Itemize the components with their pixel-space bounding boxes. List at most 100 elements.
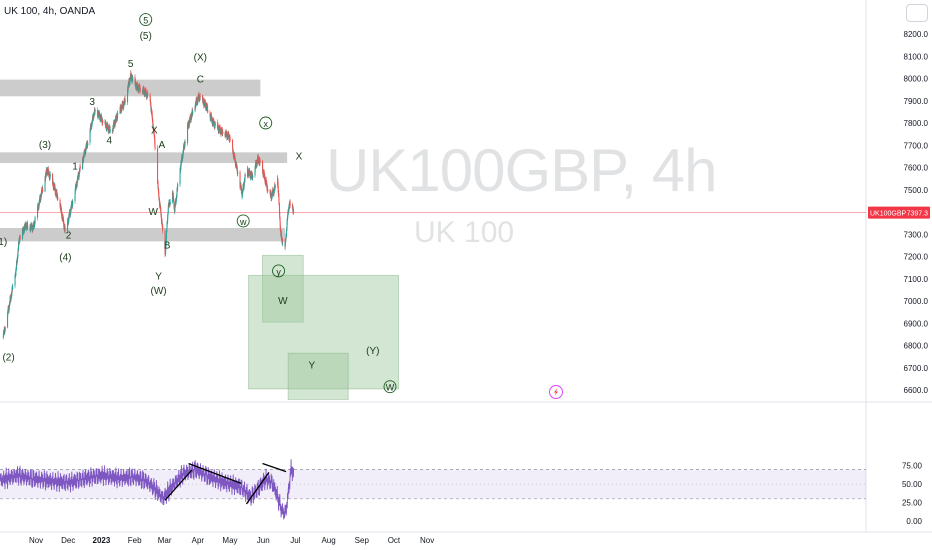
candle-body	[263, 172, 265, 176]
candle-body	[264, 177, 266, 182]
candle-body	[15, 268, 17, 274]
candle-body	[197, 96, 199, 101]
wave-label-circle	[259, 116, 273, 130]
candle-body	[42, 189, 44, 192]
last-price-tag	[868, 206, 930, 219]
wave-label: X	[296, 151, 303, 162]
candle-body	[91, 122, 93, 127]
time-tick-label: Jun	[257, 536, 270, 545]
candle-body	[15, 264, 18, 269]
wave-label: (4)	[59, 253, 71, 264]
price-tick-label: 6600.0	[904, 386, 929, 395]
candle-body	[64, 226, 66, 231]
price-tick-label: 7100.0	[904, 275, 929, 284]
candle-body	[124, 98, 126, 101]
candle-body	[207, 109, 209, 113]
candle-body	[131, 76, 133, 80]
candle-body	[175, 197, 177, 202]
candle-body	[231, 139, 234, 148]
candle-body	[162, 225, 164, 231]
rsi-tick-label: 0.00	[906, 517, 922, 526]
candle-body	[180, 163, 182, 168]
chart-menu-button[interactable]	[906, 4, 928, 22]
wave-label: 3	[89, 97, 95, 108]
price-tick-label: 7600.0	[904, 164, 929, 173]
price-tick-label: 7800.0	[904, 119, 929, 128]
price-tick-label: 7000.0	[904, 297, 929, 306]
price-tick-label: 8200.0	[904, 30, 929, 39]
candle-body	[51, 173, 54, 183]
wave-label: 2	[66, 230, 72, 241]
price-tick-label: 8000.0	[904, 75, 929, 84]
wave-label: W	[148, 207, 158, 218]
candle-body	[60, 206, 62, 212]
rsi-trend-line	[245, 471, 270, 505]
candle-body	[192, 111, 194, 114]
candle-body	[285, 231, 288, 237]
price-tick-label: 7700.0	[904, 141, 929, 150]
candle-body	[239, 172, 241, 188]
candle-body	[274, 184, 276, 188]
wave-label: X	[151, 126, 158, 137]
rsi-tick-label: 25.00	[902, 499, 923, 508]
zone-grey-2	[0, 228, 285, 242]
price-tick-label: 7500.0	[904, 186, 929, 195]
wave-label-circle	[139, 13, 153, 26]
candle-body	[289, 203, 291, 206]
zone-grey-1	[0, 152, 288, 164]
price-tick-label: 6800.0	[904, 342, 929, 351]
time-tick-label: Feb	[128, 536, 142, 545]
candle-body	[169, 201, 171, 205]
candle-body	[91, 119, 93, 124]
candle-body	[49, 173, 51, 178]
candle-body	[74, 194, 76, 202]
wave-label: (W)	[151, 286, 167, 297]
candle-body	[62, 216, 64, 221]
candle-body	[124, 100, 126, 103]
candle-body	[41, 189, 43, 195]
candle-body	[117, 113, 119, 114]
watermark-symbol: UK100GBP, 4h	[326, 137, 718, 204]
candle-body	[243, 184, 245, 188]
wave-label: B	[164, 240, 171, 251]
candle-body	[257, 156, 259, 161]
candle-body	[293, 212, 295, 213]
candle-body	[286, 225, 288, 229]
candle-body	[87, 142, 89, 146]
candle-body	[48, 172, 50, 177]
price-pane: (1)(2)(3)(4)213455(5)XAWBY(W)(X)CxXwyWY(…	[0, 13, 866, 400]
candle-body	[72, 201, 74, 205]
time-tick-label: May	[222, 536, 237, 545]
wave-label: Y	[308, 360, 315, 371]
zone-green-4	[248, 274, 400, 390]
wave-label: W	[278, 296, 288, 307]
candle-body	[154, 147, 156, 149]
time-tick-label: Apr	[192, 536, 205, 545]
candle-body	[286, 219, 288, 226]
candle-body	[154, 140, 156, 147]
candle-body	[134, 76, 136, 84]
candle-body	[166, 224, 168, 230]
candle-body	[220, 130, 222, 135]
candle-body	[277, 178, 279, 183]
candle-body	[74, 190, 76, 195]
wave-label: 1	[72, 161, 78, 172]
candle-body	[109, 129, 111, 132]
candle-body	[279, 212, 281, 218]
candle-body	[127, 86, 129, 91]
candle-body	[176, 194, 178, 198]
candle-body	[165, 237, 167, 243]
candle-body	[116, 113, 119, 118]
candle-body	[261, 160, 264, 172]
candle-body	[156, 147, 159, 183]
time-tick-label: Dec	[61, 536, 75, 545]
candle-body	[222, 131, 224, 135]
wave-label: (5)	[140, 31, 152, 42]
candle-body	[83, 155, 85, 160]
wave-label: (3)	[39, 140, 51, 151]
wave-label: W	[386, 383, 395, 393]
candle-body	[277, 186, 279, 192]
candle-body	[19, 237, 21, 239]
price-tick-label: 6700.0	[904, 364, 929, 373]
